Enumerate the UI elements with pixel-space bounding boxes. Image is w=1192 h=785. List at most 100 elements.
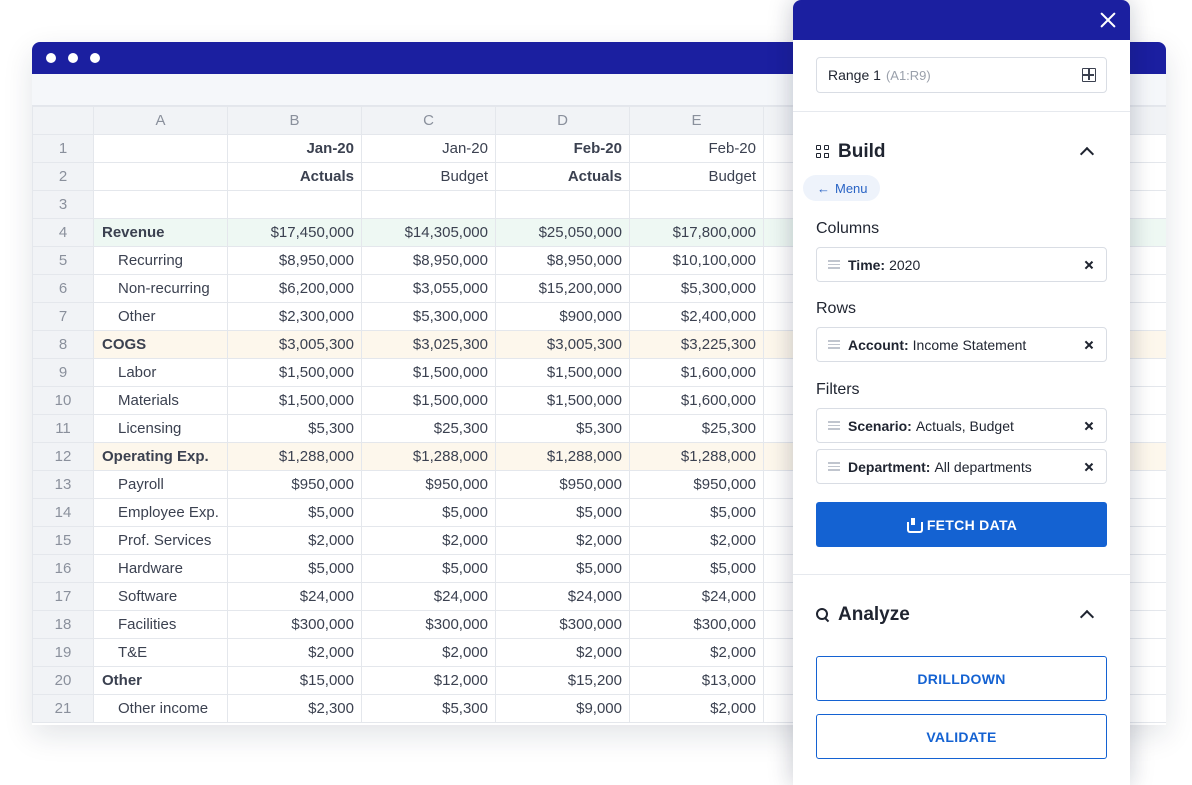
- value-cell[interactable]: $300,000: [629, 610, 764, 639]
- drag-handle-icon[interactable]: [828, 260, 840, 269]
- value-cell[interactable]: $2,000: [629, 638, 764, 667]
- remove-icon[interactable]: [1084, 462, 1094, 472]
- value-cell[interactable]: $10,100,000: [629, 246, 764, 275]
- value-cell[interactable]: $2,000: [495, 526, 630, 555]
- value-cell[interactable]: $1,600,000: [629, 358, 764, 387]
- row-number[interactable]: 8: [32, 330, 94, 359]
- column-header[interactable]: A: [93, 106, 228, 135]
- value-cell[interactable]: [227, 190, 362, 219]
- value-cell[interactable]: $1,500,000: [227, 386, 362, 415]
- row-number[interactable]: 18: [32, 610, 94, 639]
- value-cell[interactable]: $3,055,000: [361, 274, 496, 303]
- value-cell[interactable]: $950,000: [629, 470, 764, 499]
- value-cell[interactable]: $2,400,000: [629, 302, 764, 331]
- row-number[interactable]: 16: [32, 554, 94, 583]
- column-header[interactable]: D: [495, 106, 630, 135]
- window-control-dot[interactable]: [68, 53, 78, 63]
- value-cell[interactable]: $24,000: [361, 582, 496, 611]
- value-cell[interactable]: Budget: [361, 162, 496, 191]
- value-cell[interactable]: $8,950,000: [495, 246, 630, 275]
- value-cell[interactable]: $5,300: [361, 694, 496, 723]
- value-cell[interactable]: $24,000: [629, 582, 764, 611]
- account-label-cell[interactable]: Other: [93, 666, 228, 695]
- value-cell[interactable]: Feb-20: [495, 134, 630, 163]
- value-cell[interactable]: $300,000: [361, 610, 496, 639]
- row-number[interactable]: 17: [32, 582, 94, 611]
- value-cell[interactable]: $5,300: [495, 414, 630, 443]
- value-cell[interactable]: $5,000: [361, 554, 496, 583]
- value-cell[interactable]: Jan-20: [227, 134, 362, 163]
- value-cell[interactable]: Jan-20: [361, 134, 496, 163]
- row-number[interactable]: 15: [32, 526, 94, 555]
- value-cell[interactable]: $17,800,000: [629, 218, 764, 247]
- account-label-cell[interactable]: Materials: [93, 386, 228, 415]
- value-cell[interactable]: $5,000: [495, 498, 630, 527]
- drilldown-button[interactable]: DRILLDOWN: [816, 656, 1107, 701]
- value-cell[interactable]: $2,000: [361, 638, 496, 667]
- account-label-cell[interactable]: Licensing: [93, 414, 228, 443]
- account-label-cell[interactable]: Software: [93, 582, 228, 611]
- value-cell[interactable]: $1,600,000: [629, 386, 764, 415]
- value-cell[interactable]: [361, 190, 496, 219]
- value-cell[interactable]: $5,000: [227, 498, 362, 527]
- account-label-cell[interactable]: [93, 162, 228, 191]
- row-number[interactable]: 10: [32, 386, 94, 415]
- row-number[interactable]: 1: [32, 134, 94, 163]
- value-cell[interactable]: Actuals: [227, 162, 362, 191]
- account-label-cell[interactable]: Employee Exp.: [93, 498, 228, 527]
- row-number[interactable]: 20: [32, 666, 94, 695]
- value-cell[interactable]: $12,000: [361, 666, 496, 695]
- value-cell[interactable]: $5,300,000: [361, 302, 496, 331]
- account-label-cell[interactable]: Other: [93, 302, 228, 331]
- value-cell[interactable]: $2,000: [629, 526, 764, 555]
- grid-icon[interactable]: [1082, 68, 1096, 82]
- value-cell[interactable]: [629, 190, 764, 219]
- account-label-cell[interactable]: T&E: [93, 638, 228, 667]
- value-cell[interactable]: $8,950,000: [227, 246, 362, 275]
- account-label-cell[interactable]: Recurring: [93, 246, 228, 275]
- row-number[interactable]: 7: [32, 302, 94, 331]
- value-cell[interactable]: Budget: [629, 162, 764, 191]
- filter-chip-scenario[interactable]: Scenario: Actuals, Budget: [816, 408, 1107, 443]
- row-number[interactable]: 11: [32, 414, 94, 443]
- column-header[interactable]: C: [361, 106, 496, 135]
- value-cell[interactable]: $3,005,300: [227, 330, 362, 359]
- value-cell[interactable]: $8,950,000: [361, 246, 496, 275]
- value-cell[interactable]: $6,200,000: [227, 274, 362, 303]
- value-cell[interactable]: $3,005,300: [495, 330, 630, 359]
- value-cell[interactable]: $5,000: [495, 554, 630, 583]
- value-cell[interactable]: [495, 190, 630, 219]
- value-cell[interactable]: $25,300: [361, 414, 496, 443]
- value-cell[interactable]: $3,025,300: [361, 330, 496, 359]
- account-label-cell[interactable]: Hardware: [93, 554, 228, 583]
- row-number[interactable]: 3: [32, 190, 94, 219]
- value-cell[interactable]: $2,000: [495, 638, 630, 667]
- drag-handle-icon[interactable]: [828, 340, 840, 349]
- value-cell[interactable]: $5,000: [629, 498, 764, 527]
- account-label-cell[interactable]: Payroll: [93, 470, 228, 499]
- chevron-up-icon[interactable]: [1079, 609, 1095, 625]
- value-cell[interactable]: $14,305,000: [361, 218, 496, 247]
- value-cell[interactable]: $3,225,300: [629, 330, 764, 359]
- account-label-cell[interactable]: [93, 134, 228, 163]
- value-cell[interactable]: $1,288,000: [495, 442, 630, 471]
- value-cell[interactable]: Actuals: [495, 162, 630, 191]
- value-cell[interactable]: $5,000: [361, 498, 496, 527]
- row-number[interactable]: 9: [32, 358, 94, 387]
- value-cell[interactable]: $9,000: [495, 694, 630, 723]
- value-cell[interactable]: $1,500,000: [495, 386, 630, 415]
- row-number[interactable]: 21: [32, 694, 94, 723]
- value-cell[interactable]: $900,000: [495, 302, 630, 331]
- account-label-cell[interactable]: Revenue: [93, 218, 228, 247]
- value-cell[interactable]: $300,000: [495, 610, 630, 639]
- remove-icon[interactable]: [1084, 421, 1094, 431]
- value-cell[interactable]: $25,300: [629, 414, 764, 443]
- value-cell[interactable]: $1,500,000: [361, 358, 496, 387]
- value-cell[interactable]: $17,450,000: [227, 218, 362, 247]
- account-label-cell[interactable]: Prof. Services: [93, 526, 228, 555]
- value-cell[interactable]: $2,300: [227, 694, 362, 723]
- value-cell[interactable]: $950,000: [227, 470, 362, 499]
- row-number[interactable]: 13: [32, 470, 94, 499]
- value-cell[interactable]: $950,000: [361, 470, 496, 499]
- value-cell[interactable]: $2,000: [629, 694, 764, 723]
